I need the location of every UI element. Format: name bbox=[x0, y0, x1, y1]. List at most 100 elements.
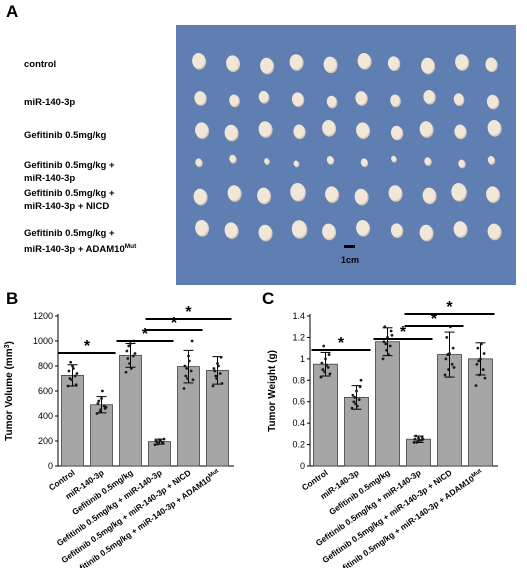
x-tick-label-sup: Mut bbox=[208, 468, 220, 479]
tumor bbox=[291, 220, 307, 238]
tumor bbox=[419, 121, 433, 137]
data-point bbox=[444, 357, 448, 361]
tumor bbox=[458, 159, 465, 168]
data-point bbox=[155, 440, 159, 444]
tumor bbox=[356, 122, 369, 138]
y-tick-label: 1.4 bbox=[292, 311, 305, 321]
y-tick-label: 0.2 bbox=[292, 440, 305, 450]
data-point bbox=[101, 389, 104, 393]
y-axis-label: Tumor Weight (g) bbox=[267, 350, 278, 432]
data-point bbox=[390, 333, 394, 337]
group-label-line: Gefitinib 0.5mg/kg + bbox=[24, 228, 115, 239]
data-point bbox=[447, 368, 450, 371]
tumor bbox=[195, 220, 208, 236]
tumor bbox=[322, 120, 335, 136]
group-label-line: Gefitinib 0.5mg/kg + bbox=[24, 160, 115, 171]
data-point bbox=[357, 398, 361, 401]
tumor bbox=[195, 158, 202, 166]
data-point bbox=[421, 437, 425, 441]
tumor bbox=[451, 183, 466, 201]
bar bbox=[119, 354, 142, 467]
tumor bbox=[229, 154, 236, 163]
tumor bbox=[194, 91, 206, 105]
tumor bbox=[293, 160, 299, 167]
bar bbox=[313, 363, 338, 467]
data-point bbox=[189, 369, 193, 373]
tumor bbox=[390, 125, 403, 140]
tumor bbox=[390, 94, 400, 106]
tumor bbox=[387, 56, 400, 70]
group-label-control: control bbox=[24, 58, 56, 71]
bar bbox=[206, 369, 229, 467]
bar bbox=[148, 441, 171, 467]
group-label-line: miR-140-3p + ADAM10 bbox=[24, 244, 125, 256]
tumor bbox=[192, 53, 205, 69]
group-label-line: Gefitinib 0.5mg/kg + bbox=[24, 188, 115, 199]
tumor bbox=[453, 93, 464, 105]
data-point bbox=[188, 359, 191, 363]
data-point bbox=[383, 325, 387, 329]
data-point bbox=[418, 438, 421, 442]
tumor bbox=[455, 54, 468, 70]
data-point bbox=[124, 370, 128, 374]
data-point bbox=[351, 393, 355, 397]
tumor bbox=[326, 95, 337, 108]
tumor bbox=[423, 89, 435, 104]
data-point bbox=[450, 362, 454, 366]
data-point bbox=[183, 364, 187, 368]
group-label-line: control bbox=[24, 59, 57, 70]
tumor-photo bbox=[176, 25, 516, 285]
data-point bbox=[387, 353, 390, 356]
data-point bbox=[481, 368, 485, 371]
data-point bbox=[161, 441, 165, 445]
data-point bbox=[478, 373, 481, 377]
data-point bbox=[475, 362, 479, 366]
data-point bbox=[127, 344, 131, 348]
y-axis-label-sup: 3 bbox=[4, 344, 11, 348]
y-tick-label: 0.8 bbox=[292, 375, 305, 385]
y-tick-label: 1000 bbox=[33, 336, 53, 346]
bar bbox=[406, 438, 431, 467]
y-tick-label: 0.6 bbox=[292, 397, 305, 407]
significance-star: * bbox=[185, 304, 192, 321]
tumor bbox=[325, 186, 338, 202]
data-point bbox=[328, 372, 332, 376]
data-point bbox=[162, 437, 166, 441]
tumor bbox=[293, 124, 305, 138]
data-point bbox=[324, 357, 327, 361]
data-point bbox=[131, 354, 135, 358]
tumor bbox=[326, 156, 334, 164]
tumor bbox=[357, 53, 371, 69]
tumor bbox=[224, 124, 238, 140]
data-point bbox=[384, 342, 388, 346]
tumor bbox=[290, 183, 305, 201]
data-point bbox=[320, 361, 324, 365]
tumor bbox=[454, 124, 466, 138]
group-label-line: miR-140-3p bbox=[24, 173, 76, 184]
data-point bbox=[75, 372, 79, 375]
tumor bbox=[291, 92, 304, 106]
data-point bbox=[452, 366, 456, 369]
data-point bbox=[191, 378, 195, 382]
tumor bbox=[486, 186, 499, 202]
x-tick-label-sup: Mut bbox=[471, 468, 483, 479]
data-point bbox=[217, 364, 220, 368]
data-point bbox=[69, 360, 73, 364]
tumor bbox=[388, 185, 402, 201]
tumor bbox=[260, 57, 273, 73]
data-point bbox=[104, 405, 108, 409]
significance-star: * bbox=[446, 299, 453, 316]
tumor bbox=[487, 223, 501, 239]
scale-bar bbox=[344, 245, 355, 248]
data-point bbox=[382, 340, 386, 344]
data-point bbox=[220, 382, 224, 385]
tumor bbox=[356, 220, 369, 236]
data-point bbox=[213, 369, 217, 373]
data-point bbox=[353, 396, 357, 399]
data-point bbox=[185, 367, 189, 370]
data-point bbox=[159, 438, 162, 442]
tumor bbox=[226, 55, 239, 71]
bar bbox=[375, 341, 400, 467]
tumor bbox=[193, 188, 207, 204]
panel-a-letter: A bbox=[6, 2, 19, 21]
